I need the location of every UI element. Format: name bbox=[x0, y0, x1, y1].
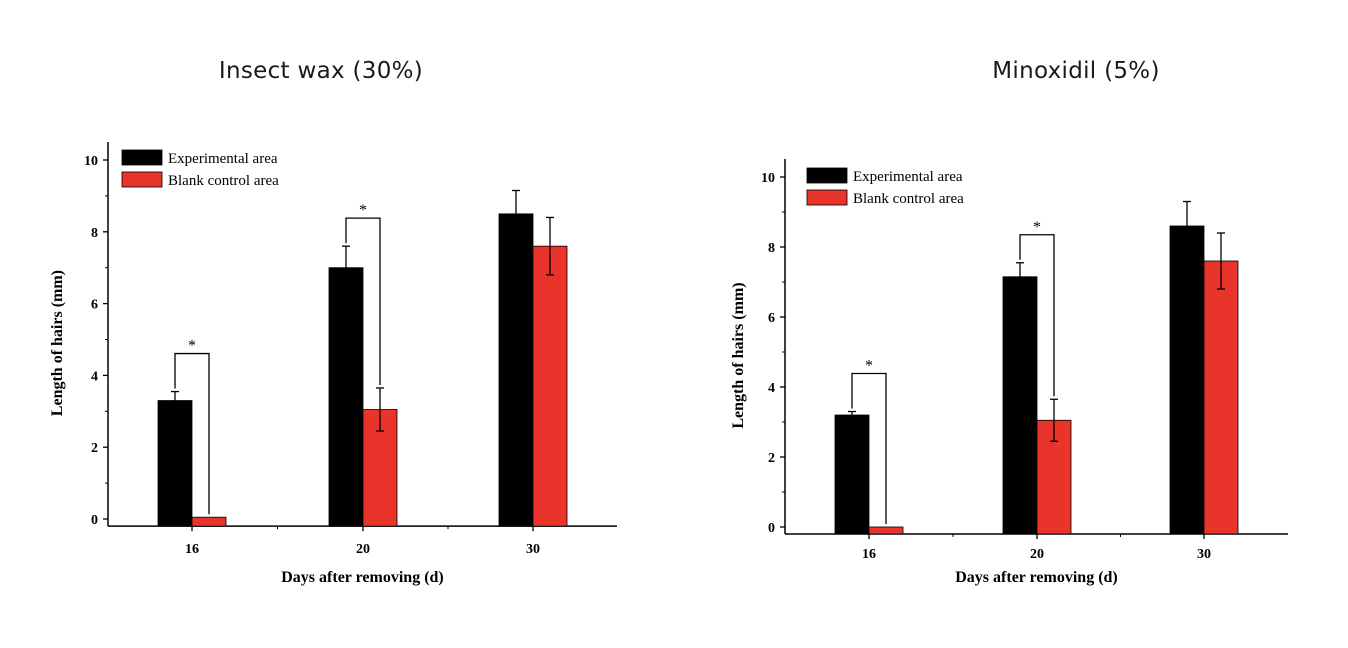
legend-swatch-control bbox=[806, 189, 848, 206]
y-tick-label: 4 bbox=[91, 369, 98, 384]
legend-label-control: Blank control area bbox=[168, 173, 279, 189]
y-tick-label: 6 bbox=[768, 311, 775, 326]
y-tick-label: 8 bbox=[91, 226, 98, 241]
x-tick-label: 20 bbox=[1030, 547, 1044, 562]
x-axis-title: Days after removing (d) bbox=[955, 569, 1118, 586]
y-tick-label: 0 bbox=[91, 513, 98, 528]
y-axis-title: Length of hairs (mm) bbox=[49, 270, 66, 416]
x-tick-label: 20 bbox=[356, 542, 370, 557]
x-tick-label: 16 bbox=[862, 547, 876, 562]
legend-label-control: Blank control area bbox=[853, 191, 964, 207]
y-axis-title: Length of hairs (mm) bbox=[730, 282, 747, 428]
y-tick-label: 2 bbox=[768, 451, 775, 466]
chart-title-right: Minoxidil (5%) bbox=[992, 58, 1160, 84]
x-tick-label: 16 bbox=[185, 542, 199, 557]
bar-experimental bbox=[1169, 225, 1205, 535]
significance-bracket bbox=[1019, 234, 1055, 397]
legend-swatch-control bbox=[121, 171, 163, 188]
y-tick-label: 4 bbox=[768, 381, 775, 396]
bar-control bbox=[532, 245, 568, 527]
legend-label-experimental: Experimental area bbox=[853, 169, 963, 185]
chart-title-left: Insect wax (30%) bbox=[218, 58, 424, 84]
significance-bracket bbox=[851, 372, 887, 524]
bar-experimental bbox=[157, 400, 193, 527]
y-tick-label: 10 bbox=[84, 154, 98, 169]
bar-control bbox=[868, 526, 904, 535]
x-tick-label: 30 bbox=[526, 542, 540, 557]
legend-label-experimental: Experimental area bbox=[168, 151, 278, 167]
significance-star: * bbox=[359, 202, 367, 219]
bar-experimental bbox=[328, 267, 364, 527]
significance-bracket bbox=[174, 352, 210, 515]
bar-chart-left: 0 2 4 6 8 10 16 20 30 * * Experimental area Blank co… bbox=[49, 142, 617, 586]
legend-swatch-experimental bbox=[121, 149, 163, 166]
significance-star: * bbox=[1033, 219, 1041, 236]
y-tick-label: 2 bbox=[91, 441, 98, 456]
bar-experimental bbox=[834, 414, 870, 535]
significance-star: * bbox=[865, 358, 873, 375]
bar-experimental bbox=[1002, 276, 1038, 535]
bar-control bbox=[1203, 260, 1239, 535]
legend-swatch-experimental bbox=[806, 167, 848, 184]
y-tick-label: 0 bbox=[768, 521, 775, 536]
x-tick-label: 30 bbox=[1197, 547, 1211, 562]
y-tick-label: 8 bbox=[768, 241, 775, 256]
x-axis-title: Days after removing (d) bbox=[281, 569, 444, 586]
y-tick-label: 6 bbox=[91, 298, 98, 313]
significance-bracket bbox=[345, 217, 381, 385]
y-tick-label: 10 bbox=[761, 171, 775, 186]
bar-control bbox=[191, 516, 227, 527]
significance-star: * bbox=[188, 338, 196, 355]
